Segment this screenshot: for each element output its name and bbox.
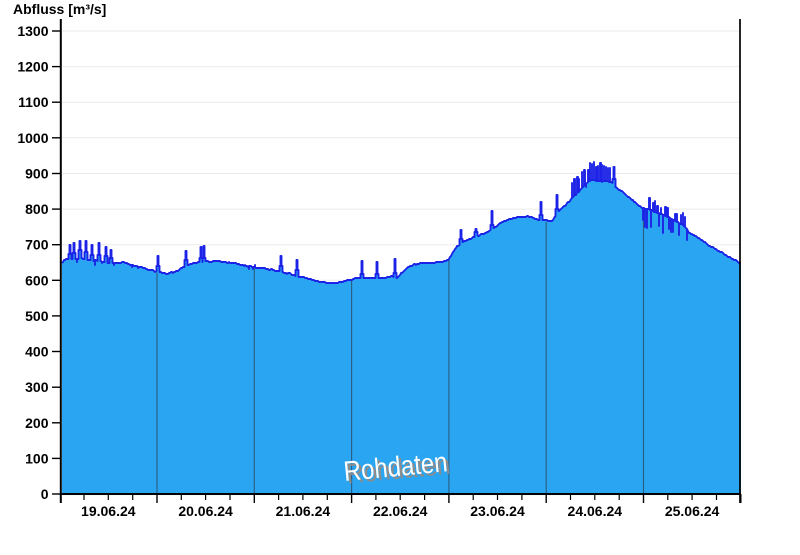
svg-text:1300: 1300 bbox=[17, 23, 48, 39]
svg-text:25.06.24: 25.06.24 bbox=[665, 503, 720, 519]
svg-text:24.06.24: 24.06.24 bbox=[568, 503, 623, 519]
svg-text:600: 600 bbox=[25, 272, 49, 288]
svg-text:700: 700 bbox=[25, 237, 49, 253]
svg-text:21.06.24: 21.06.24 bbox=[276, 503, 331, 519]
svg-text:19.06.24: 19.06.24 bbox=[81, 503, 136, 519]
svg-text:300: 300 bbox=[25, 379, 49, 395]
svg-text:0: 0 bbox=[41, 486, 49, 502]
svg-text:200: 200 bbox=[25, 415, 49, 431]
svg-text:Abfluss [m³/s]: Abfluss [m³/s] bbox=[13, 1, 106, 17]
svg-text:22.06.24: 22.06.24 bbox=[373, 503, 428, 519]
svg-text:800: 800 bbox=[25, 201, 49, 217]
svg-text:1200: 1200 bbox=[17, 59, 48, 75]
svg-text:400: 400 bbox=[25, 344, 49, 360]
svg-text:900: 900 bbox=[25, 166, 49, 182]
svg-text:1100: 1100 bbox=[18, 94, 49, 110]
svg-text:1000: 1000 bbox=[17, 130, 48, 146]
svg-text:23.06.24: 23.06.24 bbox=[470, 503, 525, 519]
svg-text:20.06.24: 20.06.24 bbox=[178, 503, 233, 519]
svg-text:100: 100 bbox=[25, 450, 49, 466]
svg-text:500: 500 bbox=[25, 308, 49, 324]
